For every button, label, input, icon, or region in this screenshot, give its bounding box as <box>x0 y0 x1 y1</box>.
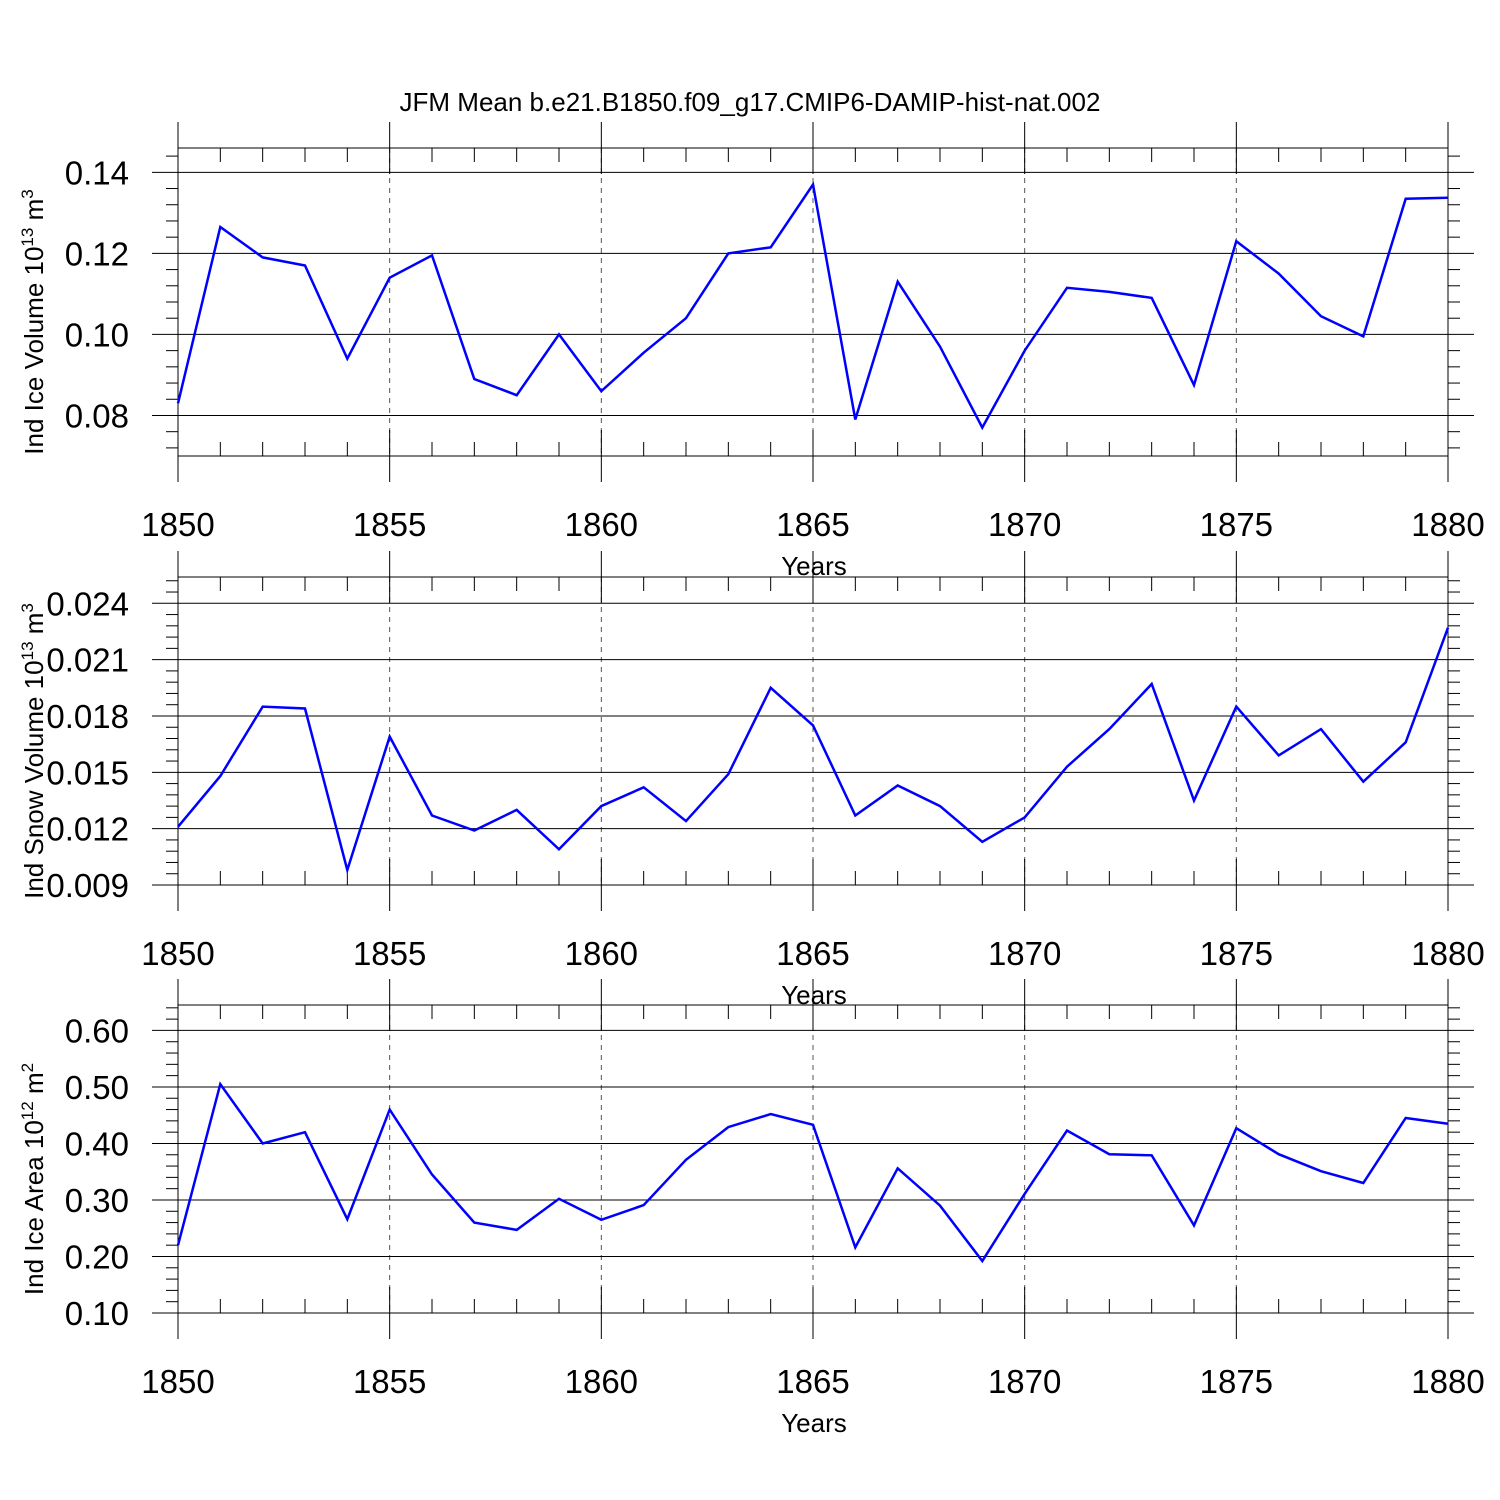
y-axis-label-part: Ind Ice Area 10 <box>19 1120 49 1295</box>
y-axis-label-part: Ind Snow Volume 10 <box>19 660 49 899</box>
y-tick-label: 0.10 <box>65 316 129 353</box>
x-tick-label: 1865 <box>776 506 849 543</box>
y-axis-label-part: Ind Ice Volume 10 <box>19 247 49 455</box>
y-axis-label: Ind Ice Area 1012 m2 <box>18 1063 49 1295</box>
series-line <box>177 627 1450 875</box>
y-tick-label: 0.10 <box>65 1295 129 1332</box>
series-line <box>176 181 1449 431</box>
y-tick-label: 0.012 <box>46 811 129 848</box>
y-tick-label: 0.50 <box>65 1069 129 1106</box>
y-tick-label: 0.30 <box>65 1182 129 1219</box>
x-tick-label: 1855 <box>353 1363 426 1400</box>
x-tick-label: 1870 <box>988 506 1061 543</box>
y-axis-label-part: 13 <box>18 228 37 247</box>
x-tick-label: 1850 <box>141 1363 214 1400</box>
y-axis-label-part: 3 <box>18 603 37 612</box>
panel-2: 0.009 0.012 0.015 0.018 0.021 0.024 1850 1855 18… <box>18 551 1485 1010</box>
x-tick-label: 1860 <box>565 506 638 543</box>
series-line <box>176 1081 1449 1264</box>
x-tick-label: 1865 <box>776 1363 849 1400</box>
chart-title: JFM Mean b.e21.B1850.f09_g17.CMIP6-DAMIP… <box>400 87 1101 117</box>
y-axis-label-part: 2 <box>18 1063 37 1072</box>
x-tick-label: 1880 <box>1411 1363 1484 1400</box>
y-axis-label-part: 12 <box>18 1101 37 1120</box>
plot-frame <box>177 1004 1449 1314</box>
y-tick-label: 0.20 <box>65 1238 129 1275</box>
x-tick-label: 1880 <box>1411 935 1484 972</box>
x-tick-label: 1850 <box>141 935 214 972</box>
x-tick-label: 1855 <box>353 935 426 972</box>
y-tick-label: 0.021 <box>46 642 129 679</box>
x-tick-label: 1875 <box>1200 1363 1273 1400</box>
y-axis-label-part: m <box>19 613 49 642</box>
y-tick-label: 0.14 <box>65 154 129 191</box>
x-tick-label: 1850 <box>141 506 214 543</box>
plot-frame <box>177 147 1449 457</box>
y-tick-label: 0.009 <box>46 867 129 904</box>
y-tick-label: 0.40 <box>65 1125 129 1162</box>
x-tick-label: 1865 <box>776 935 849 972</box>
y-axis-label-part: 3 <box>18 189 37 198</box>
y-axis-label-part: m <box>19 1072 49 1101</box>
y-tick-label: 0.08 <box>65 397 129 434</box>
y-axis-label-part: m <box>19 199 49 228</box>
y-axis-label-part: 13 <box>18 641 37 660</box>
x-tick-label: 1870 <box>988 1363 1061 1400</box>
y-tick-label: 0.015 <box>46 754 129 791</box>
x-tick-label: 1880 <box>1411 506 1484 543</box>
y-axis-label: Ind Snow Volume 1013 m3 <box>18 603 49 899</box>
x-tick-label: 1860 <box>565 1363 638 1400</box>
panel-3: 0.10 0.20 0.30 0.40 0.50 0.60 1850 1855 1860 1865… <box>18 979 1485 1438</box>
x-tick-label: 1855 <box>353 506 426 543</box>
y-tick-label: 0.024 <box>46 585 129 622</box>
y-axis-label: Ind Ice Volume 1013 m3 <box>18 189 49 454</box>
x-axis-label: Years <box>781 1408 847 1438</box>
plot-frame <box>177 576 1449 886</box>
panel-1: 0.08 0.10 0.12 0.14 1850 1855 1860 1865 1870 1875… <box>18 122 1485 581</box>
y-tick-label: 0.018 <box>46 698 129 735</box>
x-axis-label: Years <box>781 551 847 581</box>
x-tick-label: 1860 <box>565 935 638 972</box>
x-tick-label: 1875 <box>1200 935 1273 972</box>
y-tick-label: 0.60 <box>65 1012 129 1049</box>
x-tick-label: 1870 <box>988 935 1061 972</box>
y-tick-label: 0.12 <box>65 235 129 272</box>
x-tick-label: 1875 <box>1200 506 1273 543</box>
